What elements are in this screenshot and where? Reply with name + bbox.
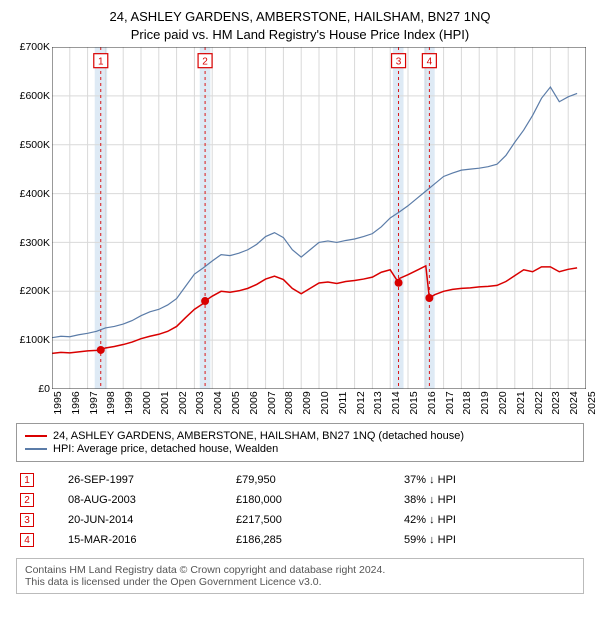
chart-title: 24, ASHLEY GARDENS, AMBERSTONE, HAILSHAM… bbox=[10, 8, 590, 43]
legend-label: HPI: Average price, detached house, Weal… bbox=[53, 443, 278, 455]
legend-label: 24, ASHLEY GARDENS, AMBERSTONE, HAILSHAM… bbox=[53, 430, 464, 442]
legend-item: HPI: Average price, detached house, Weal… bbox=[25, 443, 575, 455]
footer-line2: This data is licensed under the Open Gov… bbox=[25, 576, 575, 588]
x-tick-label: 2018 bbox=[461, 391, 473, 414]
sale-marker: 2 bbox=[20, 493, 34, 507]
x-tick-label: 2003 bbox=[194, 391, 206, 414]
y-tick-label: £600K bbox=[20, 90, 50, 102]
legend-swatch bbox=[25, 448, 47, 450]
sale-date: 08-AUG-2003 bbox=[64, 490, 232, 510]
x-tick-label: 2024 bbox=[568, 391, 580, 414]
x-tick-label: 1995 bbox=[52, 391, 64, 414]
svg-text:1: 1 bbox=[98, 57, 104, 68]
sale-date: 15-MAR-2016 bbox=[64, 530, 232, 550]
x-tick-label: 1999 bbox=[123, 391, 135, 414]
y-tick-label: £100K bbox=[20, 334, 50, 346]
y-axis: £0£100K£200K£300K£400K£500K£600K£700K bbox=[10, 47, 52, 389]
x-tick-label: 2025 bbox=[586, 391, 598, 414]
svg-text:4: 4 bbox=[427, 57, 433, 68]
svg-text:2: 2 bbox=[202, 57, 208, 68]
sale-delta: 37% ↓ HPI bbox=[400, 470, 584, 490]
x-tick-label: 2004 bbox=[212, 391, 224, 414]
legend-item: 24, ASHLEY GARDENS, AMBERSTONE, HAILSHAM… bbox=[25, 430, 575, 442]
x-tick-label: 2017 bbox=[444, 391, 456, 414]
table-row: 1 26-SEP-1997£79,95037% ↓ HPI bbox=[16, 470, 584, 490]
x-tick-label: 2001 bbox=[159, 391, 171, 414]
x-tick-label: 2016 bbox=[426, 391, 438, 414]
title-line2: Price paid vs. HM Land Registry's House … bbox=[10, 26, 590, 44]
sale-date: 20-JUN-2014 bbox=[64, 510, 232, 530]
x-tick-label: 2007 bbox=[266, 391, 278, 414]
title-line1: 24, ASHLEY GARDENS, AMBERSTONE, HAILSHAM… bbox=[10, 8, 590, 26]
x-tick-label: 2020 bbox=[497, 391, 509, 414]
x-tick-label: 2006 bbox=[248, 391, 260, 414]
sale-price: £180,000 bbox=[232, 490, 400, 510]
x-tick-label: 2002 bbox=[177, 391, 189, 414]
x-tick-label: 2005 bbox=[230, 391, 242, 414]
sale-marker: 3 bbox=[20, 513, 34, 527]
sale-delta: 42% ↓ HPI bbox=[400, 510, 584, 530]
y-tick-label: £700K bbox=[20, 41, 50, 53]
table-row: 3 20-JUN-2014£217,50042% ↓ HPI bbox=[16, 510, 584, 530]
x-axis: 1995 1996 1997 1998 1999 2000 2001 2002 2003 2004… bbox=[52, 389, 586, 417]
plot-svg: 1 2 3 4 bbox=[52, 47, 586, 389]
legend-swatch bbox=[25, 435, 47, 437]
sale-price: £79,950 bbox=[232, 470, 400, 490]
y-tick-label: £400K bbox=[20, 188, 50, 200]
x-tick-label: 1997 bbox=[88, 391, 100, 414]
x-tick-label: 2022 bbox=[533, 391, 545, 414]
x-tick-label: 1998 bbox=[105, 391, 117, 414]
sales-table: 1 26-SEP-1997£79,95037% ↓ HPI 2 08-AUG-2003… bbox=[16, 470, 584, 550]
footer-line1: Contains HM Land Registry data © Crown c… bbox=[25, 564, 575, 576]
sale-marker: 1 bbox=[20, 473, 34, 487]
x-tick-label: 2010 bbox=[319, 391, 331, 414]
x-tick-label: 1996 bbox=[70, 391, 82, 414]
x-tick-label: 2015 bbox=[408, 391, 420, 414]
sale-price: £186,285 bbox=[232, 530, 400, 550]
x-tick-label: 2009 bbox=[301, 391, 313, 414]
footer-attribution: Contains HM Land Registry data © Crown c… bbox=[16, 558, 584, 594]
table-row: 4 15-MAR-2016£186,28559% ↓ HPI bbox=[16, 530, 584, 550]
sale-delta: 59% ↓ HPI bbox=[400, 530, 584, 550]
x-tick-label: 2000 bbox=[141, 391, 153, 414]
svg-text:3: 3 bbox=[396, 57, 402, 68]
sale-price: £217,500 bbox=[232, 510, 400, 530]
x-tick-label: 2021 bbox=[515, 391, 527, 414]
sale-marker: 4 bbox=[20, 533, 34, 547]
x-tick-label: 2011 bbox=[337, 392, 349, 415]
x-tick-label: 2008 bbox=[283, 391, 295, 414]
x-tick-label: 2023 bbox=[550, 391, 562, 414]
y-tick-label: £200K bbox=[20, 285, 50, 297]
x-tick-label: 2012 bbox=[355, 391, 367, 414]
sale-date: 26-SEP-1997 bbox=[64, 470, 232, 490]
sale-delta: 38% ↓ HPI bbox=[400, 490, 584, 510]
y-tick-label: £300K bbox=[20, 237, 50, 249]
x-tick-label: 2013 bbox=[372, 391, 384, 414]
x-tick-label: 2019 bbox=[479, 391, 491, 414]
x-tick-label: 2014 bbox=[390, 391, 402, 414]
y-tick-label: £500K bbox=[20, 139, 50, 151]
table-row: 2 08-AUG-2003£180,00038% ↓ HPI bbox=[16, 490, 584, 510]
legend: 24, ASHLEY GARDENS, AMBERSTONE, HAILSHAM… bbox=[16, 423, 584, 462]
y-tick-label: £0 bbox=[38, 383, 50, 395]
chart-area: £0£100K£200K£300K£400K£500K£600K£700K 12… bbox=[10, 47, 590, 417]
